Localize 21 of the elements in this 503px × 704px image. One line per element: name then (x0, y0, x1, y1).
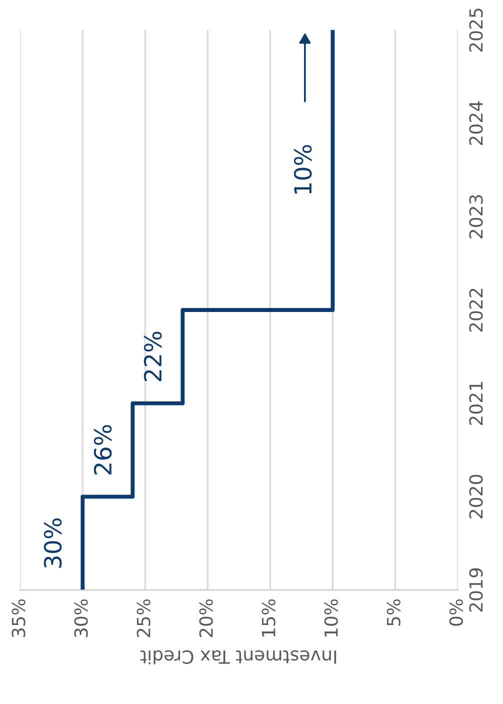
line-series (80, 30, 335, 590)
y-tick-label: 2022 (469, 288, 483, 332)
x-tick-label: 5% (386, 599, 400, 626)
y-tick-label: 2023 (469, 195, 483, 238)
x-tick-label: 25% (136, 599, 150, 638)
x-tick-label: 20% (199, 599, 213, 638)
x-tick-label: 30% (74, 599, 88, 638)
x-tick-label: 0% (449, 599, 463, 626)
annotation: 30% (44, 518, 62, 568)
x-tick-label: 35% (12, 599, 26, 638)
y-tick-label: 2020 (469, 474, 483, 518)
x-tick-label: 15% (262, 599, 276, 636)
y-tick-label: 2024 (469, 101, 483, 145)
y-tick-label: 2025 (469, 8, 483, 52)
y-tick-label: 2021 (469, 382, 483, 425)
annotation: 22% (144, 332, 162, 382)
annotation: 10% (294, 145, 312, 194)
annotation: 26% (94, 425, 112, 475)
x-axis-title: Investment Tax Credit (140, 650, 336, 664)
x-tick-label: 10% (324, 599, 338, 636)
y-tick-label: 2019 (469, 568, 483, 612)
